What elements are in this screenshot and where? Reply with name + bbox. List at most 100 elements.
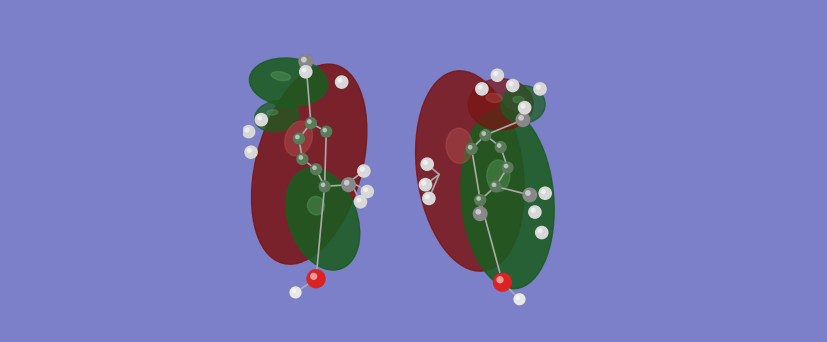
Circle shape <box>420 157 434 171</box>
Circle shape <box>321 183 325 187</box>
Circle shape <box>418 178 433 192</box>
Ellipse shape <box>308 196 325 215</box>
Circle shape <box>477 84 483 90</box>
Circle shape <box>466 143 478 155</box>
Circle shape <box>479 129 491 141</box>
Circle shape <box>341 177 356 192</box>
Circle shape <box>307 269 326 288</box>
Circle shape <box>289 286 302 299</box>
Circle shape <box>421 180 427 186</box>
Circle shape <box>476 209 481 215</box>
Circle shape <box>518 101 532 115</box>
Circle shape <box>360 167 365 172</box>
Circle shape <box>244 145 258 159</box>
Circle shape <box>506 79 519 92</box>
Ellipse shape <box>250 58 328 106</box>
Circle shape <box>318 180 331 193</box>
Circle shape <box>533 82 547 96</box>
Circle shape <box>255 113 268 127</box>
Ellipse shape <box>284 121 313 156</box>
Ellipse shape <box>251 64 367 264</box>
Circle shape <box>528 205 542 219</box>
Circle shape <box>335 75 348 89</box>
Circle shape <box>518 101 532 115</box>
Circle shape <box>293 132 305 145</box>
Circle shape <box>422 192 436 205</box>
Circle shape <box>295 135 299 139</box>
Circle shape <box>304 117 317 129</box>
Circle shape <box>354 195 367 209</box>
Circle shape <box>361 185 374 198</box>
Ellipse shape <box>468 79 533 130</box>
Circle shape <box>424 194 430 199</box>
Circle shape <box>501 161 514 174</box>
Circle shape <box>422 192 436 205</box>
Circle shape <box>241 125 256 139</box>
Ellipse shape <box>486 93 502 102</box>
Ellipse shape <box>271 71 290 81</box>
Circle shape <box>301 57 307 63</box>
Circle shape <box>420 157 434 171</box>
Circle shape <box>479 129 491 141</box>
Circle shape <box>536 84 541 90</box>
Circle shape <box>323 128 327 132</box>
Circle shape <box>495 141 507 153</box>
Circle shape <box>475 82 489 96</box>
Circle shape <box>310 163 323 175</box>
Circle shape <box>299 155 304 160</box>
Circle shape <box>244 127 250 133</box>
Circle shape <box>296 153 308 165</box>
Circle shape <box>538 186 552 200</box>
Circle shape <box>257 115 262 121</box>
Circle shape <box>497 143 501 148</box>
Circle shape <box>299 65 313 79</box>
Circle shape <box>310 163 323 175</box>
Circle shape <box>335 75 348 89</box>
Ellipse shape <box>487 160 510 192</box>
Circle shape <box>520 103 525 109</box>
Circle shape <box>492 183 496 187</box>
Circle shape <box>533 82 547 96</box>
Circle shape <box>519 115 524 121</box>
Circle shape <box>523 187 538 202</box>
Ellipse shape <box>255 101 299 132</box>
Circle shape <box>509 81 514 87</box>
Ellipse shape <box>416 71 524 271</box>
Circle shape <box>531 208 536 213</box>
Circle shape <box>541 189 546 194</box>
Circle shape <box>528 205 542 219</box>
Circle shape <box>490 68 504 82</box>
Circle shape <box>244 145 258 159</box>
Circle shape <box>523 187 538 202</box>
Circle shape <box>490 68 504 82</box>
Circle shape <box>535 226 548 239</box>
Circle shape <box>241 125 256 139</box>
Ellipse shape <box>286 168 360 270</box>
Circle shape <box>466 143 478 155</box>
Circle shape <box>255 113 268 127</box>
Circle shape <box>538 186 552 200</box>
Circle shape <box>515 112 530 127</box>
Circle shape <box>299 54 313 69</box>
Circle shape <box>363 187 368 193</box>
Circle shape <box>475 82 489 96</box>
Circle shape <box>504 164 509 168</box>
Circle shape <box>292 289 296 293</box>
Circle shape <box>490 180 502 193</box>
Circle shape <box>501 161 514 174</box>
Circle shape <box>476 196 481 201</box>
Circle shape <box>474 194 486 206</box>
Circle shape <box>293 132 305 145</box>
Circle shape <box>468 145 472 149</box>
Circle shape <box>302 67 307 73</box>
Circle shape <box>514 293 526 305</box>
Circle shape <box>506 79 519 92</box>
Circle shape <box>307 269 326 288</box>
Circle shape <box>337 78 342 83</box>
Circle shape <box>356 197 361 203</box>
Circle shape <box>490 180 502 193</box>
Circle shape <box>535 226 548 239</box>
Circle shape <box>296 153 308 165</box>
Circle shape <box>312 166 317 170</box>
Circle shape <box>481 131 486 136</box>
